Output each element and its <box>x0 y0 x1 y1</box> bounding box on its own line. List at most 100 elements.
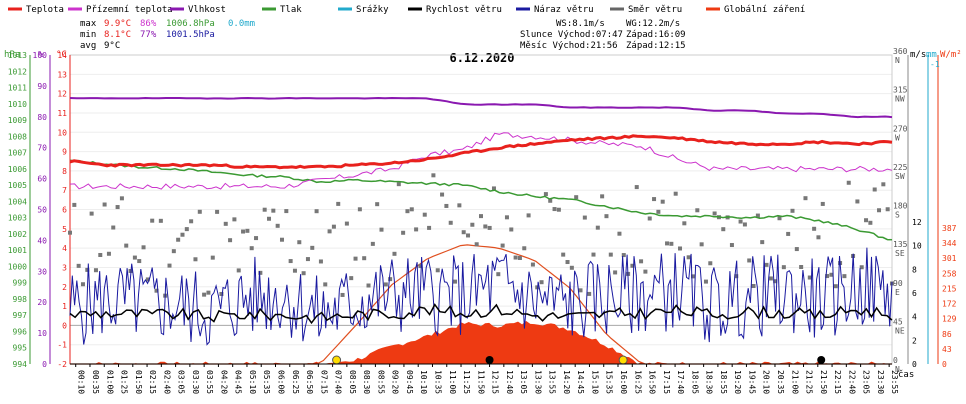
left-axes: hPa% °C9949959969979989991000100110021003… <box>4 50 71 369</box>
wind-direction-point <box>72 202 77 207</box>
hpa-tick-label: 1000 <box>8 262 27 271</box>
wm-tick-label: 258 <box>942 269 957 278</box>
dir-tick-label: NE <box>895 326 905 335</box>
wind-direction-point <box>124 243 129 248</box>
wind-direction-point <box>323 282 328 287</box>
wind-direction-point <box>855 199 860 204</box>
dir-tick-label: S <box>895 211 900 220</box>
wind-direction-point <box>102 202 107 207</box>
time-tick-label: 03:30 <box>191 370 200 394</box>
time-tick-label: 13:55 <box>548 370 557 394</box>
wind-direction-point <box>842 274 847 279</box>
wind-direction-point <box>479 214 483 219</box>
wind-direction-point <box>210 255 215 260</box>
legend-label: Rychlost větru <box>426 5 502 15</box>
time-tick-label: 11:50 <box>476 370 485 394</box>
wind-direction-point <box>574 195 579 200</box>
pct-tick-label: 80 <box>37 113 47 122</box>
time-tick-label: 21:00 <box>790 370 799 394</box>
dir-tick-label: SW <box>895 172 905 181</box>
wind-direction-point <box>150 218 155 223</box>
c-tick-label: 13 <box>57 70 67 79</box>
wind-direction-point <box>634 185 639 190</box>
wind-direction-point <box>310 245 315 250</box>
legend-label: Směr větru <box>628 5 682 15</box>
wind-direction-point <box>427 225 432 230</box>
stat-temp: 9°C <box>104 41 120 51</box>
hpa-tick-label: 995 <box>13 344 28 353</box>
wind-direction-point <box>738 219 743 224</box>
time-tick-label: 05:10 <box>248 370 257 394</box>
wind-direction-point <box>314 209 319 214</box>
mm-tick-label: -1 <box>930 60 940 69</box>
time-tick-label: 14:20 <box>562 370 571 394</box>
stat-label: min <box>80 30 96 40</box>
wind-direction-point <box>275 223 280 228</box>
ground-temperature-line <box>69 132 893 190</box>
humidity-line <box>69 96 893 119</box>
wind-direction-point <box>556 207 561 212</box>
wind-direction-point <box>284 209 289 214</box>
wind-direction-point <box>703 279 708 284</box>
wind-direction-point <box>530 262 535 267</box>
time-tick-label: 00:10 <box>77 370 86 394</box>
wind-direction-point <box>440 192 445 197</box>
dir-tick-degrees: 90 <box>893 279 903 288</box>
wind-direction-point <box>292 268 297 273</box>
stat-pressure: 1001.5hPa <box>166 30 215 40</box>
legend-label: Teplota <box>26 5 64 15</box>
wind-direction-point <box>881 182 886 187</box>
wind-direction-point <box>262 207 267 212</box>
wind-direction-point <box>193 257 198 262</box>
time-tick-label: 23:30 <box>876 370 885 394</box>
wind-direction-point <box>825 274 830 279</box>
moonset: Západ:12:15 <box>626 41 686 51</box>
hpa-tick-label: 1009 <box>8 116 27 125</box>
time-tick-label: 17:15 <box>662 370 671 394</box>
time-tick-label: 07:40 <box>334 370 343 394</box>
wind-direction-point <box>141 245 146 250</box>
wind-direction-point <box>656 209 661 214</box>
wind-direction-point <box>111 225 116 230</box>
wind-direction-point <box>734 274 739 279</box>
ms-tick-label: 6 <box>912 289 917 298</box>
dir-tick-label: W <box>895 133 900 142</box>
time-tick-label: 12:15 <box>491 370 500 394</box>
wind-direction-point <box>781 265 786 270</box>
time-tick-label: 23:55 <box>890 370 899 394</box>
time-tick-label: 17:40 <box>676 370 685 394</box>
wind-direction-point <box>435 268 440 273</box>
global-radiation-area <box>70 321 892 364</box>
wind-direction-point <box>721 227 726 232</box>
time-tick-label: 20:35 <box>776 370 785 394</box>
wind-direction-point <box>353 256 358 261</box>
wind-direction-point <box>474 242 479 247</box>
wind-direction-point <box>885 207 890 212</box>
wind-direction-point <box>228 238 233 243</box>
hpa-tick-label: 1004 <box>8 197 27 206</box>
pressure-line <box>69 159 893 241</box>
wind-direction-point <box>569 265 574 270</box>
dir-tick-degrees: 0 <box>893 356 898 365</box>
dir-tick-label: E <box>895 288 900 297</box>
pct-axis-title: % <box>38 50 44 60</box>
wind-direction-point <box>543 192 548 197</box>
c-tick-label: -2 <box>57 360 67 369</box>
hpa-tick-label: 1011 <box>8 84 27 93</box>
wind-direction-point <box>678 246 683 251</box>
time-axis-title: čas <box>898 369 914 380</box>
wind-direction-point <box>794 247 799 252</box>
wind-direction-point <box>68 230 72 235</box>
dir-tick-degrees: 360 <box>893 47 908 56</box>
time-tick-label: 21:25 <box>805 370 814 394</box>
wind-direction-point <box>236 268 241 273</box>
wind-direction-point <box>699 242 704 247</box>
wind-direction-point <box>872 187 877 192</box>
wind-direction-point <box>587 291 592 296</box>
time-tick-label: 19:20 <box>733 370 742 394</box>
wind-direction-point <box>877 208 882 213</box>
wind-direction-point <box>552 207 557 212</box>
c-tick-label: 9 <box>62 148 67 157</box>
wind-direction-point <box>189 219 194 224</box>
hpa-tick-label: 997 <box>13 311 28 320</box>
